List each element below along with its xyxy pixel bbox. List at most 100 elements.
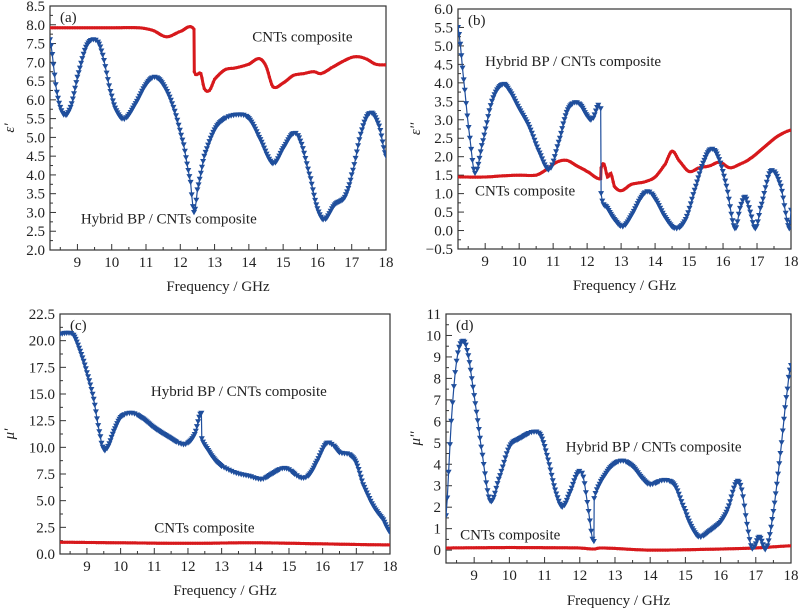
x-tick-label: 18 bbox=[383, 559, 398, 575]
data-point bbox=[94, 541, 98, 545]
data-point bbox=[740, 494, 746, 500]
data-point bbox=[462, 342, 469, 348]
panel-label: (d) bbox=[456, 318, 474, 334]
y-tick-label: 8 bbox=[434, 371, 442, 387]
data-point bbox=[349, 55, 353, 60]
data-point bbox=[527, 546, 532, 550]
data-point bbox=[98, 440, 105, 447]
y-tick-label: 0.0 bbox=[36, 547, 55, 563]
data-point bbox=[181, 148, 188, 154]
data-point bbox=[643, 548, 647, 552]
data-point bbox=[604, 171, 609, 175]
data-point bbox=[291, 73, 295, 77]
data-point bbox=[548, 472, 555, 479]
data-point bbox=[664, 160, 669, 164]
data-point bbox=[383, 63, 386, 67]
data-point bbox=[188, 192, 195, 198]
x-tick-label: 17 bbox=[748, 568, 764, 584]
data-point bbox=[150, 28, 154, 32]
data-point bbox=[357, 131, 364, 138]
y-tick-label: 1 bbox=[434, 522, 442, 538]
data-point bbox=[184, 541, 188, 545]
panel-c: 9 10 11 12 13 14 15 16 17 18 0.0 2.5 5.0 7.5 10.0 12.5 1… bbox=[2, 307, 398, 599]
x-tick-label: 18 bbox=[784, 568, 799, 584]
data-point bbox=[668, 548, 672, 552]
data-point bbox=[591, 496, 598, 502]
data-point bbox=[517, 546, 522, 550]
data-point bbox=[152, 541, 156, 545]
data-point bbox=[579, 470, 585, 477]
data-point bbox=[486, 175, 490, 179]
data-point bbox=[675, 491, 682, 498]
x-tick-label: 11 bbox=[147, 559, 161, 575]
data-point bbox=[162, 541, 166, 545]
y-tick-label: 0 bbox=[434, 543, 442, 559]
data-point bbox=[520, 173, 524, 177]
x-tick-label: 10 bbox=[502, 568, 517, 584]
data-point bbox=[307, 70, 311, 74]
data-point bbox=[498, 174, 502, 178]
data-point bbox=[494, 481, 501, 487]
data-point bbox=[783, 395, 790, 401]
data-point bbox=[187, 179, 194, 186]
data-point bbox=[304, 71, 308, 75]
data-point bbox=[618, 189, 622, 193]
data-point bbox=[478, 143, 485, 149]
data-point bbox=[71, 91, 77, 97]
data-point bbox=[581, 481, 588, 487]
data-point bbox=[303, 161, 310, 167]
data-point bbox=[196, 541, 200, 545]
data-point bbox=[555, 498, 562, 505]
series-cnts-composite bbox=[446, 544, 791, 552]
data-point bbox=[719, 169, 726, 175]
data-point bbox=[352, 55, 356, 59]
data-point bbox=[786, 226, 791, 232]
data-point bbox=[545, 457, 552, 463]
data-point bbox=[293, 473, 300, 479]
data-point bbox=[693, 548, 698, 552]
data-point bbox=[83, 370, 90, 376]
data-point bbox=[681, 548, 685, 552]
data-point bbox=[372, 62, 376, 66]
data-point bbox=[647, 178, 651, 183]
data-point bbox=[527, 127, 534, 133]
data-point bbox=[94, 416, 100, 422]
x-tick-label: 13 bbox=[214, 559, 229, 575]
x-tick-label: 13 bbox=[607, 568, 622, 584]
y-tick-label: 11 bbox=[427, 307, 441, 323]
data-point bbox=[485, 114, 492, 120]
data-point bbox=[82, 366, 89, 372]
data-point bbox=[97, 434, 104, 440]
data-point bbox=[75, 26, 79, 30]
data-point bbox=[531, 137, 538, 143]
y-tick-label: 20.0 bbox=[29, 334, 55, 350]
data-point bbox=[126, 541, 130, 545]
data-point bbox=[120, 26, 124, 30]
data-point bbox=[227, 67, 231, 71]
data-point bbox=[262, 148, 269, 154]
data-point bbox=[365, 493, 372, 499]
data-point bbox=[449, 546, 453, 550]
data-point bbox=[150, 541, 154, 545]
data-point bbox=[360, 123, 367, 129]
data-point bbox=[195, 419, 202, 425]
data-point bbox=[58, 26, 62, 30]
data-point bbox=[593, 547, 597, 551]
data-point bbox=[193, 541, 197, 545]
data-point bbox=[497, 473, 504, 479]
data-point bbox=[359, 127, 365, 133]
data-point bbox=[600, 546, 604, 550]
data-point bbox=[254, 132, 261, 138]
data-point bbox=[176, 127, 183, 133]
x-tick-label: 14 bbox=[248, 559, 264, 575]
data-point bbox=[582, 490, 589, 496]
data-point bbox=[179, 541, 183, 545]
data-point bbox=[590, 539, 597, 545]
data-point bbox=[157, 541, 161, 545]
data-point bbox=[268, 541, 272, 545]
data-point bbox=[449, 400, 456, 406]
data-point bbox=[198, 541, 202, 545]
data-point bbox=[362, 56, 366, 60]
data-point bbox=[85, 540, 89, 545]
